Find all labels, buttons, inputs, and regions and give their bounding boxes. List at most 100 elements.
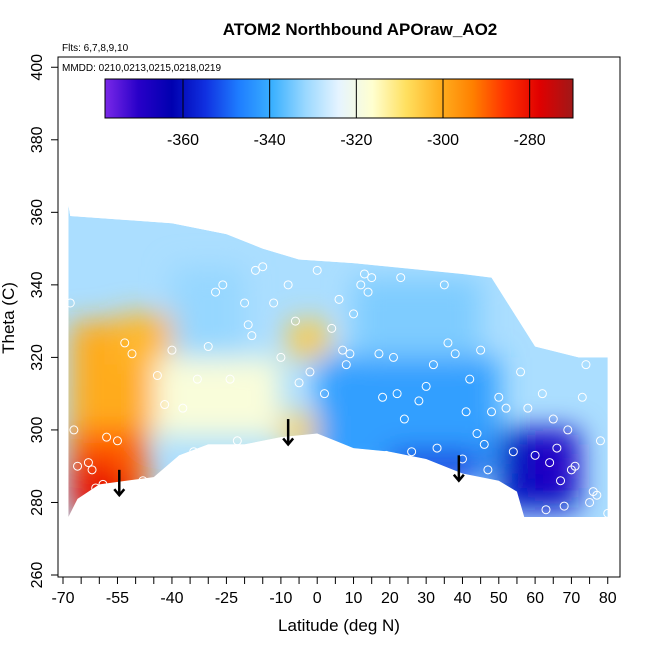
x-tick-label: 60 xyxy=(526,590,544,607)
sample-point xyxy=(443,338,453,348)
heatmap-patch xyxy=(288,321,329,358)
colorbar-gradient xyxy=(104,78,574,119)
sample-point xyxy=(225,374,235,384)
sample-point xyxy=(349,309,359,319)
flight-arrows xyxy=(113,419,465,498)
sample-point xyxy=(91,483,101,493)
sample-point xyxy=(338,345,348,355)
x-tick-label: -40 xyxy=(160,590,183,607)
sample-point xyxy=(167,345,177,355)
sample-points xyxy=(65,262,613,518)
heatmap-patch xyxy=(117,313,180,365)
sample-point xyxy=(541,505,551,515)
x-tick-label: -70 xyxy=(51,590,74,607)
sample-point xyxy=(537,389,547,399)
sample-point xyxy=(479,439,489,449)
sample-point xyxy=(312,265,322,275)
sample-point xyxy=(359,269,369,279)
arrow-head xyxy=(113,488,126,498)
sample-point xyxy=(523,403,533,413)
sample-point xyxy=(65,298,75,308)
y-tick-label: 360 xyxy=(29,199,46,226)
arrow-head xyxy=(452,473,465,483)
sample-point xyxy=(461,407,471,417)
sample-point xyxy=(294,378,304,388)
sample-point xyxy=(102,432,112,442)
x-axis-label: Latitude (deg N) xyxy=(278,616,400,635)
sample-point xyxy=(396,273,406,283)
sample-point xyxy=(545,458,555,468)
sample-point xyxy=(203,342,213,352)
sample-point xyxy=(501,403,511,413)
sample-point xyxy=(247,331,257,341)
sample-point xyxy=(211,287,221,297)
sample-point xyxy=(552,443,562,453)
heatmap-patch xyxy=(171,266,245,358)
sample-point xyxy=(178,403,188,413)
sample-point xyxy=(559,501,569,511)
sample-point xyxy=(327,323,337,333)
sample-point xyxy=(363,287,373,297)
colorbar-tick-label: -280 xyxy=(514,132,546,149)
y-axis-label: Theta (C) xyxy=(0,282,18,354)
heatmap-field xyxy=(68,205,608,517)
x-axis: -70 -55 -40 -25 -10 0 10 20 30 40 50 60 70 80 xyxy=(51,576,617,607)
sample-point xyxy=(450,349,460,359)
sample-point xyxy=(374,349,384,359)
sample-point xyxy=(276,352,286,362)
sample-point xyxy=(192,374,202,384)
sample-point xyxy=(585,497,595,507)
sample-point xyxy=(407,447,417,457)
x-tick-label: -25 xyxy=(215,590,238,607)
sample-point xyxy=(120,338,130,348)
y-tick-label: 260 xyxy=(29,562,46,589)
x-tick-label: 30 xyxy=(417,590,435,607)
x-tick-label: 10 xyxy=(345,590,363,607)
sample-point xyxy=(189,447,199,457)
sample-point xyxy=(127,349,137,359)
sample-point xyxy=(341,360,351,370)
colorbar-tick-label: -300 xyxy=(427,132,459,149)
sample-point xyxy=(392,389,402,399)
dates-note: MMDD: 0210,0213,0215,0218,0219 xyxy=(62,63,221,74)
sample-point xyxy=(388,352,398,362)
sample-point xyxy=(378,392,388,402)
heatmap-patch xyxy=(535,444,572,488)
heatmap-patches xyxy=(70,266,579,517)
sample-point xyxy=(160,400,170,410)
sample-point xyxy=(381,450,391,460)
sample-point xyxy=(83,458,93,468)
arrow-head xyxy=(282,437,295,447)
sample-point xyxy=(112,436,122,446)
sample-point xyxy=(138,476,148,486)
sample-point xyxy=(98,479,108,489)
sample-point xyxy=(603,508,613,518)
sample-point xyxy=(87,465,97,475)
sample-point xyxy=(581,360,591,370)
sample-point xyxy=(283,280,293,290)
sample-point xyxy=(432,443,442,453)
sample-point xyxy=(472,429,482,439)
sample-point xyxy=(595,436,605,446)
sample-point xyxy=(356,280,366,290)
sample-point xyxy=(69,425,79,435)
sample-point xyxy=(483,465,493,475)
chart-title: ATOM2 Northbound APOraw_AO2 xyxy=(223,20,498,39)
sample-point xyxy=(367,273,377,283)
y-tick-label: 340 xyxy=(29,271,46,298)
sample-point xyxy=(232,436,242,446)
heatmap-patch xyxy=(353,277,481,358)
x-tick-label: 40 xyxy=(454,590,472,607)
sample-point xyxy=(334,294,344,304)
x-tick-label: -55 xyxy=(106,590,129,607)
sample-point xyxy=(290,316,300,326)
sample-point xyxy=(530,450,540,460)
colorbar: -360 -340 -320 -300 -280 xyxy=(104,78,574,149)
heatmap-patch xyxy=(389,451,481,481)
x-tick-label: 70 xyxy=(563,590,581,607)
colorbar-tick-label: -320 xyxy=(340,132,372,149)
sample-point xyxy=(439,280,449,290)
sample-point xyxy=(269,298,279,308)
colorbar-tick-label: -360 xyxy=(167,132,199,149)
